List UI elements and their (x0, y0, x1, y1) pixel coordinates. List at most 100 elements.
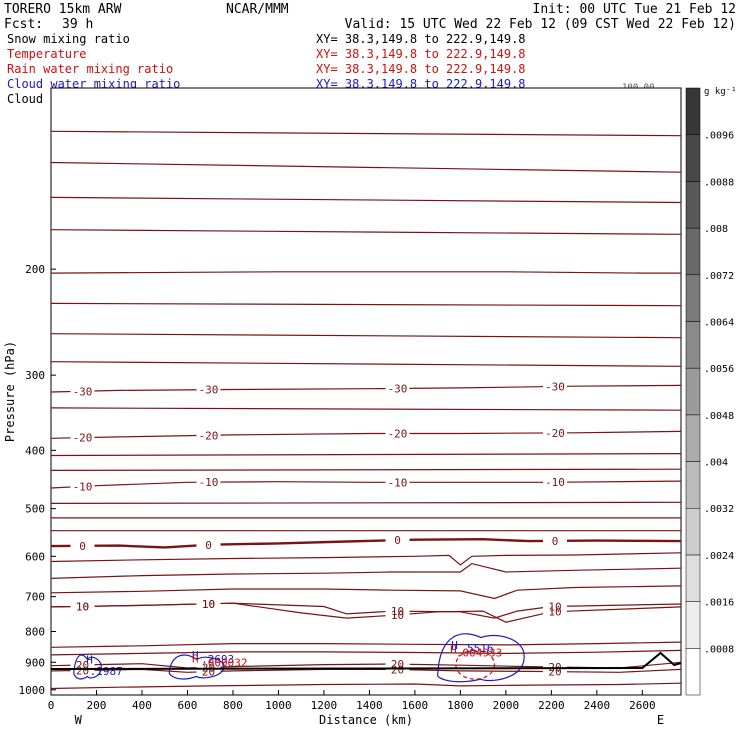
contour-label-bg (196, 383, 221, 395)
forecast-label: Fcst: (4, 17, 43, 32)
contour-label-bg (70, 664, 95, 676)
contour-label: 10 (391, 609, 404, 622)
colorbar-tick-label: .0072 (704, 271, 734, 282)
colorbar-tick-label: .0024 (704, 551, 734, 562)
colorbar-unit: g kg⁻¹ (704, 87, 737, 97)
max-value-marker: H (451, 639, 458, 652)
colorbar-tick-label: .004 (704, 458, 728, 469)
temperature-contour-line (50, 161, 682, 173)
contour-label: 0 (394, 534, 401, 547)
contour-label: 10 (548, 600, 561, 613)
temperature-contour-line (50, 407, 682, 411)
contour-label: 10 (202, 598, 215, 611)
y-tick-label: 600 (25, 550, 45, 563)
temperature-contour-line (50, 562, 682, 579)
temperature-contour-line (50, 302, 682, 307)
valid-time: Valid: 15 UTC Wed 22 Feb 12 (09 CST Wed … (345, 17, 736, 32)
colorbar-segment (685, 274, 701, 322)
field-xy: XY= 38.3,149.8 to 222.9,149.8 (316, 32, 526, 46)
max-value-marker: .5516 (460, 642, 493, 655)
y-tick-label: 200 (25, 263, 45, 276)
temperature-contour-line (50, 468, 682, 471)
temperature-contour-line (50, 196, 682, 204)
colorbar-tick-label: .0064 (704, 317, 734, 328)
contour-label-bg (70, 600, 95, 612)
temperature-contour-line (50, 430, 682, 439)
contour-label: 20 (76, 664, 89, 677)
contour-label-bg (385, 427, 410, 439)
contour-label-bg (543, 665, 567, 677)
model-title: TORERO 15km ARW (4, 2, 122, 17)
contour-label: -30 (73, 385, 93, 398)
temperature-contour-line (50, 271, 681, 274)
y-tick-label: 800 (25, 626, 45, 639)
contour-label: 10 (391, 605, 404, 618)
contour-label-bg (543, 380, 567, 392)
temperature-contour-line (50, 480, 682, 489)
max-value-marker: .004933 (456, 646, 502, 659)
y-axis-label: Pressure (hPa) (3, 341, 17, 442)
contour-label: -10 (388, 476, 408, 489)
max-value-marker: .000032 (201, 657, 247, 670)
temperature-contour-line (50, 501, 682, 504)
max-value-marker: H (192, 649, 199, 662)
contour-label: 0 (552, 535, 559, 548)
colorbar-segment (685, 321, 701, 369)
temperature-contour-line (50, 585, 682, 600)
init-time: Init: 00 UTC Tue 21 Feb 12 (533, 2, 737, 17)
colorbar-tick-label: .0032 (704, 504, 734, 515)
temperature-contour-line (50, 682, 682, 690)
contour-label-bg (70, 431, 95, 443)
colorbar-segment (685, 414, 701, 462)
rain-water-contour (455, 649, 496, 680)
contour-label: -10 (545, 476, 565, 489)
contour-label: -20 (199, 429, 219, 442)
contour-label-bg (385, 476, 410, 488)
x-axis-label: Distance (km) (319, 713, 413, 727)
temperature-contour-line (50, 229, 682, 235)
max-value-marker: H (192, 652, 199, 665)
contour-label-bg (385, 382, 410, 394)
field-name: Temperature (7, 47, 86, 61)
temperature-contour-line (50, 361, 682, 367)
x-tick-label: 600 (178, 699, 198, 712)
contour-label-bg (543, 534, 567, 546)
colorbar-tick-label: .008 (704, 224, 728, 235)
field-name: Snow mixing ratio (7, 32, 130, 46)
colorbar-segment (685, 87, 701, 135)
temperature-contour-line (50, 453, 682, 457)
temperature-contour-line (50, 333, 682, 339)
temperature-contour-line (50, 649, 682, 656)
colorbar-segment (685, 648, 701, 696)
contour-label-bg (70, 480, 95, 492)
contour-label: 20 (391, 664, 404, 677)
temperature-contour-line (50, 384, 682, 393)
contour-label-bg (385, 534, 410, 546)
contour-label: 0 (205, 539, 212, 552)
colorbar-tick-label: .0056 (704, 364, 734, 375)
contour-label-bg (543, 476, 567, 488)
endpoint-west: W (75, 713, 83, 727)
max-value-marker: .1987 (90, 665, 123, 678)
max-value-marker: H (450, 643, 457, 656)
colorbar-tick-label: .0008 (704, 644, 734, 655)
contour-label-bg (196, 597, 221, 609)
contour-label: -20 (388, 427, 408, 440)
temperature-contour-line (50, 130, 682, 137)
colorbar-segment (685, 507, 701, 556)
x-tick-label: 1600 (402, 699, 429, 712)
x-tick-label: 1000 (265, 699, 292, 712)
contour-label: 10 (548, 606, 561, 619)
plot-frame (50, 87, 682, 696)
max-value-marker: H (86, 654, 93, 667)
contour-label: -30 (545, 381, 565, 394)
contour-label: -10 (199, 476, 219, 489)
contour-label-bg (70, 658, 95, 670)
y-tick-label: 900 (25, 656, 45, 669)
contour-label: 10 (202, 598, 215, 611)
cloud-water-contour (437, 633, 525, 683)
contour-label: -20 (73, 432, 93, 445)
colorbar-segment (685, 134, 701, 182)
temperature-contours (50, 130, 682, 690)
